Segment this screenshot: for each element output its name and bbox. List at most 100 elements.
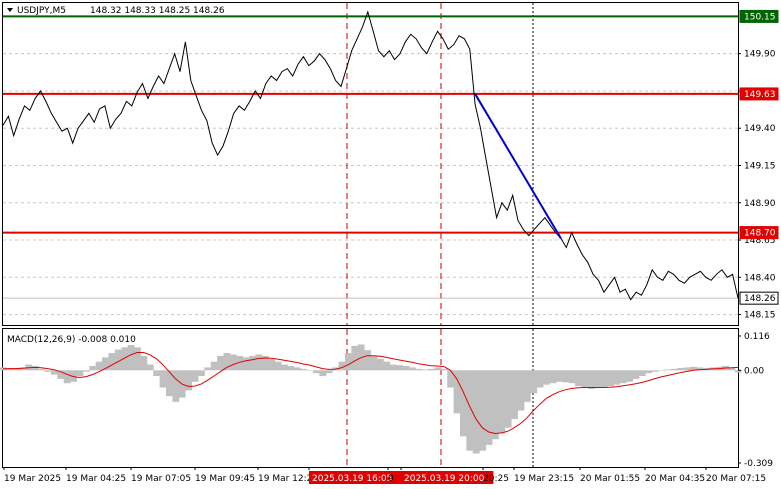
time-label: 20 Mar 07:15: [706, 474, 766, 484]
time-label: 19 Mar 2025: [4, 474, 61, 484]
level-tag-label: 150.15: [744, 12, 776, 22]
macd-bar: [6, 368, 14, 371]
macd-bar: [466, 370, 474, 451]
macd-bar: [626, 370, 634, 382]
time-label: 20 Mar 04:35: [645, 474, 705, 484]
macd-bar: [491, 370, 499, 440]
time-label: 19 Mar 04:25: [66, 474, 126, 484]
macd-bar: [19, 367, 26, 371]
macd-bar: [587, 370, 595, 389]
level-lines: [3, 15, 738, 299]
macd-bar: [63, 370, 71, 384]
macd-bar: [223, 353, 231, 371]
macd-bar: [134, 347, 141, 371]
price-tick-label: 148.40: [744, 273, 776, 283]
macd-bar: [114, 349, 122, 371]
macd-bar: [581, 370, 589, 388]
macd-bar: [197, 370, 205, 377]
macd-bar: [389, 364, 397, 371]
macd-bar: [249, 355, 256, 371]
macd-bar: [536, 370, 544, 388]
macd-bar: [166, 370, 173, 397]
macd-bar: [594, 370, 602, 389]
macd-bar: [402, 365, 410, 371]
macd-bar: [44, 370, 52, 372]
macd-signal-line: [2, 352, 739, 435]
macd-bar: [121, 347, 129, 371]
level-tag-bg: [739, 87, 779, 101]
macd-bar: [319, 370, 327, 377]
time-label: 19 Mar 07:05: [131, 474, 191, 484]
macd-bar: [76, 370, 84, 377]
time-label: 9: [388, 474, 394, 484]
macd-bar: [108, 353, 116, 371]
macd-bar: [421, 369, 429, 371]
macd-axis-ticks: 0.116 0.00 -0.309: [738, 332, 773, 469]
macd-bar: [613, 370, 621, 385]
level-price-tags: 150.15 149.63 148.70 148.26: [739, 9, 779, 305]
macd-bar: [638, 370, 646, 377]
macd-bar: [70, 370, 77, 382]
macd-bar: [408, 367, 416, 371]
macd-bar: [568, 370, 576, 384]
time-axis-labels: 19 Mar 2025 19 Mar 04:25 19 Mar 07:05 19 Ma…: [3, 467, 766, 484]
macd-label: MACD(12,26,9) -0.008 0.010: [7, 335, 136, 345]
macd-bar: [338, 361, 346, 371]
symbol-dropdown-icon[interactable]: [7, 8, 13, 12]
macd-bar: [645, 370, 653, 374]
time-label-highlighted: 2025.03.19 16:05: [312, 474, 392, 484]
macd-bar: [344, 353, 352, 371]
macd-bar: [504, 370, 512, 428]
macd-bar: [146, 364, 154, 371]
price-tick-label: 149.90: [744, 50, 776, 60]
price-tick-label: 149.15: [744, 161, 776, 171]
vertical-markers: [346, 3, 534, 467]
price-tick-label: 148.15: [744, 311, 776, 321]
macd-bar: [38, 368, 46, 371]
macd-bar: [364, 350, 371, 371]
macd-bar: [734, 370, 742, 373]
macd-panel-frame: [2, 328, 739, 468]
macd-bar: [127, 345, 135, 371]
macd-bar: [543, 370, 550, 385]
macd-bar: [511, 370, 518, 420]
time-label-highlight: [309, 471, 402, 484]
macd-bar: [523, 370, 531, 402]
macd-bar: [172, 370, 180, 402]
macd-bar: [562, 370, 570, 383]
grid: [3, 53, 738, 316]
macd-bar: [600, 370, 608, 387]
macd-bar: [325, 370, 333, 374]
macd-bar: [376, 358, 384, 371]
macd-bar: [383, 361, 391, 371]
macd-bar: [498, 370, 506, 434]
macd-bar: [236, 355, 244, 371]
macd-tick-label: -0.309: [744, 459, 773, 469]
macd-bar: [229, 354, 237, 371]
time-label: 19 Mar 23:15: [514, 474, 574, 484]
macd-bar: [351, 345, 359, 371]
macd-bar: [31, 365, 39, 371]
macd-bar: [313, 370, 320, 374]
macd-bar: [287, 365, 295, 371]
macd-bar: [57, 370, 65, 379]
macd-bar: [479, 370, 487, 451]
macd-bar: [306, 370, 314, 371]
macd-bar: [453, 370, 461, 414]
macd-bar: [440, 368, 448, 371]
macd-bar: [217, 355, 224, 371]
macd-bar: [204, 367, 212, 371]
time-label: 20:25: [483, 474, 509, 484]
macd-bar: [102, 357, 109, 371]
level-tag-label: 149.63: [744, 90, 776, 100]
macd-bar: [447, 370, 455, 388]
level-tag-bg: [739, 226, 779, 240]
macd-tick-label: 0.116: [744, 332, 770, 342]
level-tag-bg: [739, 291, 779, 305]
macd-bar: [619, 370, 627, 384]
time-label: 20 Mar 01:55: [580, 474, 640, 484]
macd-bar: [549, 370, 557, 384]
macd-bar: [153, 370, 161, 377]
macd-bar: [428, 368, 435, 371]
